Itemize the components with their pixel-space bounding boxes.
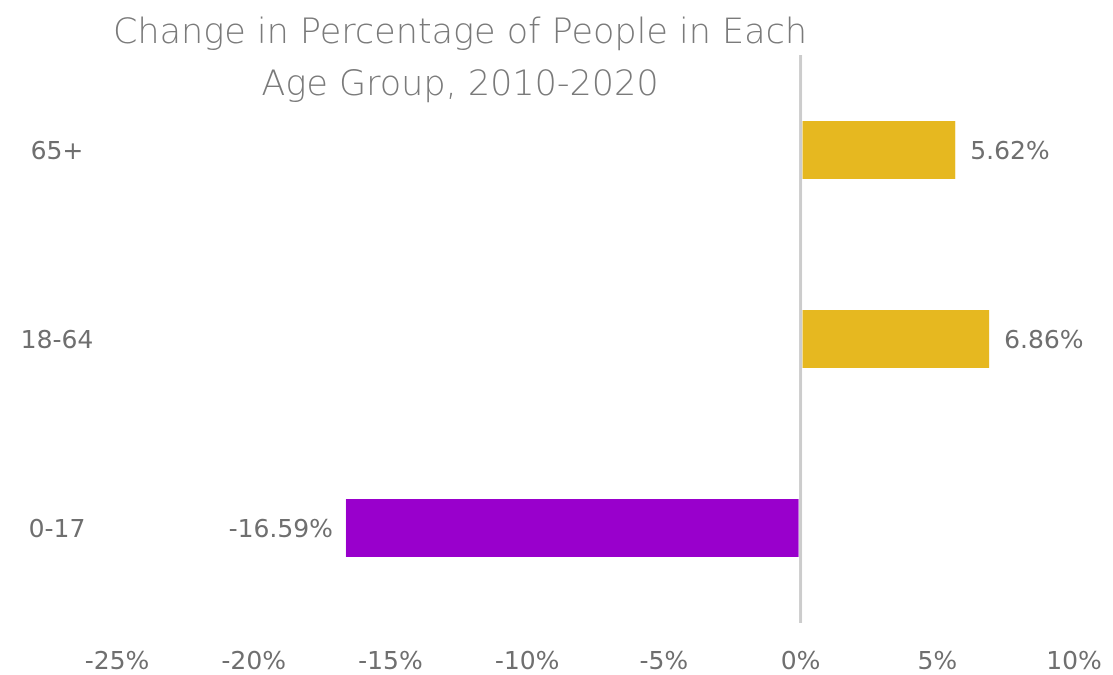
data-label: -16.59% bbox=[229, 514, 333, 543]
category-label: 65+ bbox=[31, 136, 84, 165]
x-tick-label: -20% bbox=[221, 646, 286, 675]
bar-18-64 bbox=[802, 310, 990, 368]
x-tick-label: -5% bbox=[640, 646, 689, 675]
x-tick-label: 0% bbox=[781, 646, 821, 675]
x-tick-label: 10% bbox=[1046, 646, 1102, 675]
category-label: 0-17 bbox=[29, 514, 86, 543]
x-tick-label: -15% bbox=[358, 646, 423, 675]
x-tick-label: -10% bbox=[495, 646, 560, 675]
chart-title: Change in Percentage of People in Each A… bbox=[112, 12, 808, 104]
bar-65+ bbox=[802, 121, 956, 179]
data-label: 5.62% bbox=[970, 136, 1049, 165]
category-label: 18-64 bbox=[21, 325, 94, 354]
bar-0-17 bbox=[345, 499, 799, 557]
x-tick-label: -25% bbox=[85, 646, 150, 675]
x-tick-label: 5% bbox=[917, 646, 957, 675]
data-label: 6.86% bbox=[1004, 325, 1083, 354]
